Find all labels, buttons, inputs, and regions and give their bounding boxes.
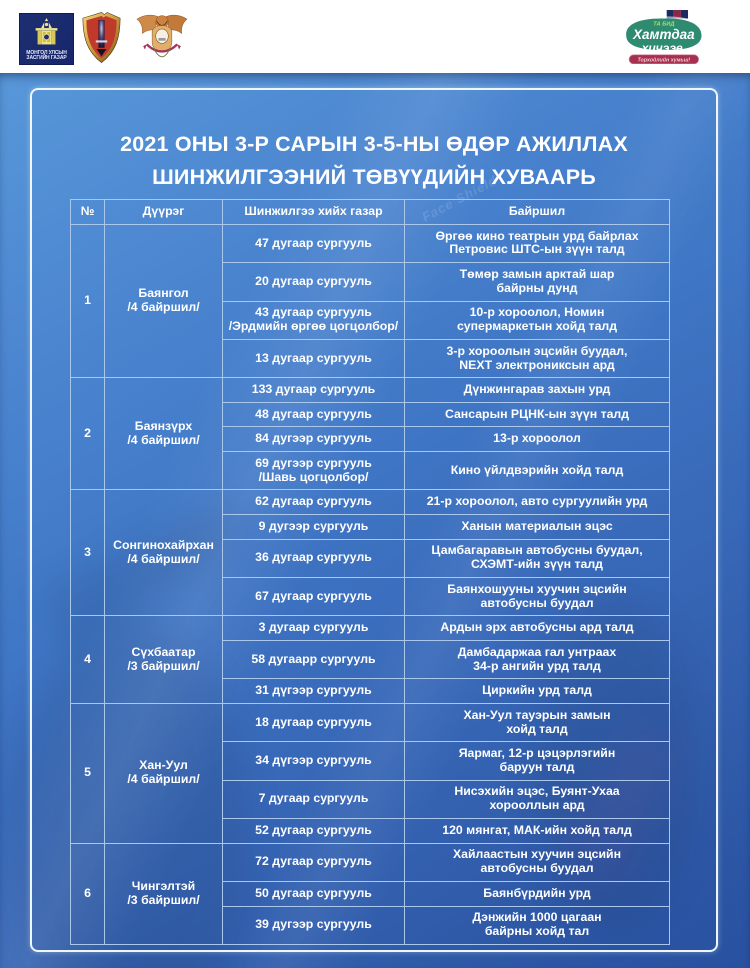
svg-text:Торхойлийн хүмьш!: Торхойлийн хүмьш!	[638, 57, 691, 64]
svg-text:Хамтдаа: Хамтдаа	[632, 27, 695, 42]
svg-text:хичээе.: хичээе.	[641, 41, 686, 55]
